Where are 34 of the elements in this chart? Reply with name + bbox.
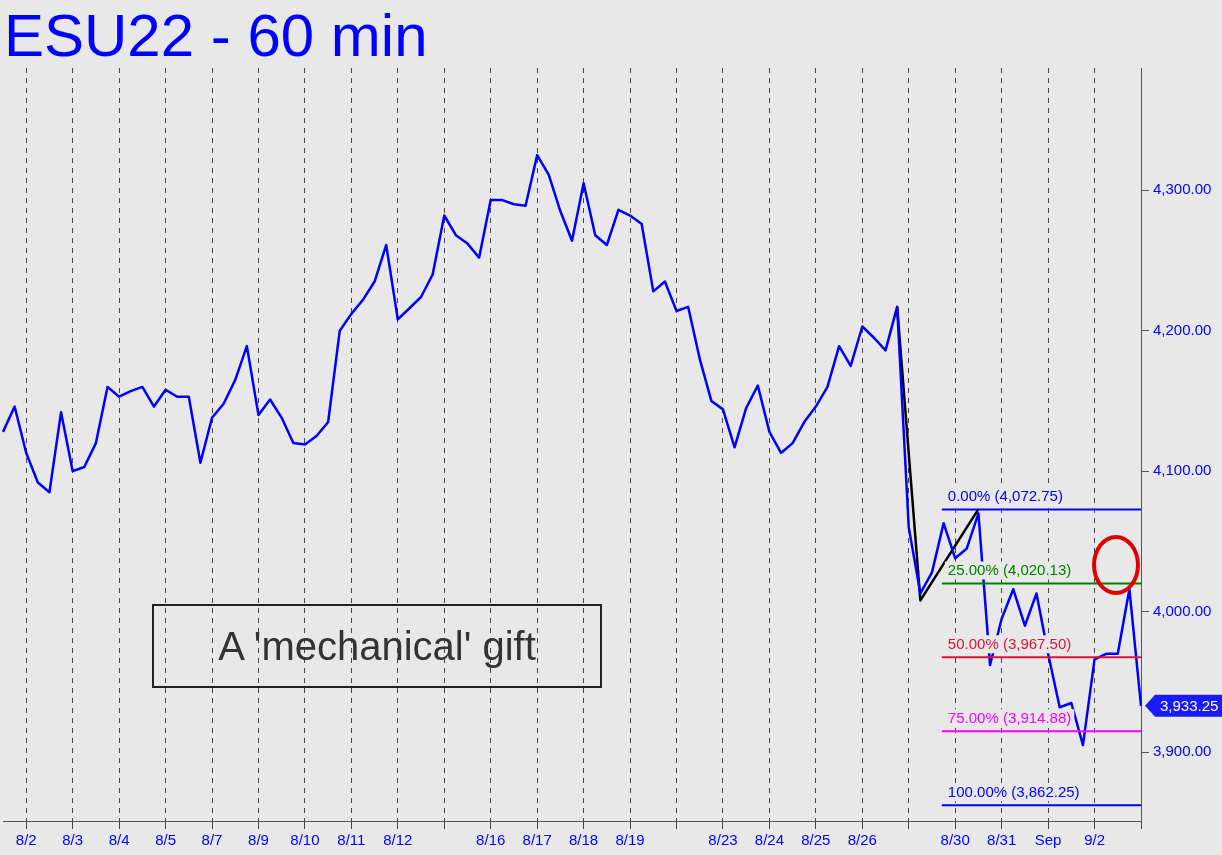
y-tick-label: 4,000.00 — [1153, 601, 1212, 619]
y-tick-label: 4,300.00 — [1153, 180, 1212, 198]
x-tick-label: 8/11 — [337, 831, 366, 849]
x-tick-label: 8/26 — [847, 831, 877, 849]
ref-line-label: 100.00% (3,862.25) — [947, 782, 1080, 800]
x-tick-label: 8/9 — [248, 831, 269, 849]
y-tick-label: 4,200.00 — [1153, 320, 1212, 338]
x-tick-label: Sep — [1034, 831, 1062, 849]
ref-line-label: 0.00% (4,072.75) — [947, 487, 1063, 505]
x-tick-label: 8/3 — [62, 831, 84, 849]
x-tick-label: 8/18 — [569, 831, 599, 849]
text: 3,933.25 — [1160, 696, 1219, 714]
x-tick-label: 8/23 — [708, 831, 738, 849]
x-tick-label: 8/12 — [383, 831, 413, 849]
x-tick-label: 8/16 — [476, 831, 506, 849]
x-tick-label: 8/2 — [15, 831, 37, 849]
ref-line-label: 50.00% (3,967.50) — [947, 634, 1072, 652]
y-tick-label: 3,900.00 — [1153, 742, 1212, 760]
x-tick-label: 8/17 — [522, 831, 552, 849]
x-tick-label: 8/19 — [615, 831, 645, 849]
x-tick-label: 8/30 — [940, 831, 970, 849]
annotation: A 'mechanical' gift — [152, 604, 602, 688]
x-tick-label: 8/24 — [754, 831, 785, 849]
chart-title: ESU22 - 60 min — [4, 1, 428, 71]
y-tick-label: 4,100.00 — [1153, 461, 1212, 479]
ref-line-label: 75.00% (3,914.88) — [947, 708, 1072, 726]
x-tick-label: 8/25 — [801, 831, 831, 849]
x-tick-label: 8/5 — [155, 831, 176, 849]
x-tick-label: 8/7 — [201, 831, 223, 849]
x-tick-label: 9/2 — [1084, 831, 1105, 849]
x-tick-label: 8/4 — [108, 831, 130, 849]
x-tick-label: 8/10 — [290, 831, 320, 849]
x-tick-label: 8/31 — [987, 831, 1017, 849]
ref-line-label: 25.00% (4,020.13) — [947, 561, 1072, 579]
